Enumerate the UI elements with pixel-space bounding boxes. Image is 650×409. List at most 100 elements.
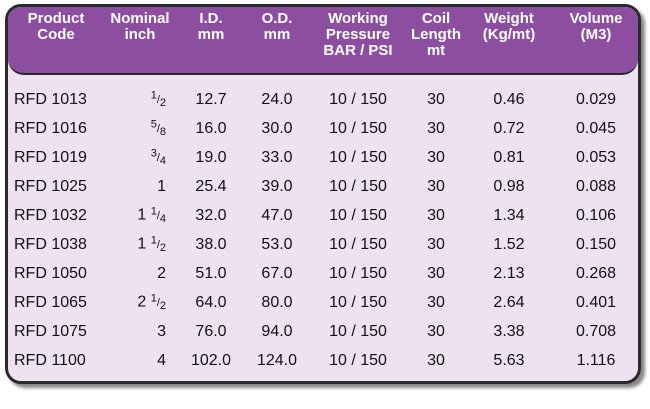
table-row: RFD 1025 1 25.4 39.0 10 / 150 30 0.98 0.088: [8, 172, 638, 201]
fraction-numerator: 1: [150, 205, 157, 218]
table-cell: 30: [427, 264, 445, 282]
table-cell: RFD 1025: [14, 177, 87, 195]
table-row: RFD 1013 1/2 12.7 24.0 10 / 150 30 0.46 0.029: [8, 77, 638, 114]
header-row: Product Code Nominal inch I.D. mm O.D. mm Workin…: [8, 7, 638, 77]
table-cell: RFD 1019: [14, 148, 87, 166]
table-cell: 0.708: [575, 322, 617, 340]
table-cell: 30: [427, 235, 445, 253]
table-cell: 102.0: [190, 351, 232, 369]
table-cell: 10 / 150: [329, 293, 387, 311]
table-cell: 0.46: [493, 90, 525, 108]
header-line: I.D.: [199, 10, 223, 27]
table-cell: 39.0: [261, 177, 293, 195]
fraction-numerator: 1: [150, 234, 157, 247]
header-line: Code: [37, 26, 75, 43]
table-cell: 53.0: [261, 235, 293, 253]
table-cell: 124.0: [256, 351, 298, 369]
table-cell: 94.0: [261, 322, 293, 340]
table-cell: 1 1/2: [137, 234, 166, 255]
table-cell: 2.13: [493, 264, 525, 282]
table-cell: 30: [427, 148, 445, 166]
table-cell: 30: [427, 293, 445, 311]
table-cell: 30.0: [261, 119, 293, 137]
table-row: RFD 1075 3 76.0 94.0 10 / 150 30 3.38 0.708: [8, 317, 638, 346]
table-cell: 2 1/2: [137, 292, 166, 313]
table-cell: 24.0: [261, 90, 293, 108]
spec-table: Product Code Nominal inch I.D. mm O.D. mm Workin…: [8, 7, 638, 375]
column-header: Working Pressure BAR / PSI: [308, 7, 408, 77]
table-cell: 19.0: [195, 148, 227, 166]
fraction: 1/2: [150, 292, 166, 313]
table-cell: 10 / 150: [329, 206, 387, 224]
table-cell: 64.0: [195, 293, 227, 311]
table-cell: 0.98: [493, 177, 525, 195]
header-line: Nominal: [110, 10, 170, 27]
table-cell: 10 / 150: [329, 148, 387, 166]
table-row: RFD 1050 2 51.0 67.0 10 / 150 30 2.13 0.268: [8, 259, 638, 288]
table-cell: 3.38: [493, 322, 525, 340]
table-cell: 5.63: [493, 351, 525, 369]
header-line: O.D.: [261, 10, 293, 27]
table-row: RFD 1065 2 1/2 64.0 80.0 10 / 150 30 2.64 0.401: [8, 288, 638, 317]
table-cell: 1: [157, 177, 166, 195]
header-band: [8, 7, 638, 75]
table-cell: 1.52: [493, 235, 525, 253]
table-cell: 38.0: [195, 235, 227, 253]
table-cell: 10 / 150: [329, 177, 387, 195]
fraction: 3/4: [150, 147, 166, 168]
table-cell: 10 / 150: [329, 264, 387, 282]
table-cell: 51.0: [195, 264, 227, 282]
table-cell: RFD 1016: [14, 119, 87, 137]
header-line: (Kg/mt): [482, 26, 536, 43]
fraction-denominator: 4: [159, 213, 166, 226]
header-line: mm: [263, 26, 291, 43]
table-cell: 1.34: [493, 206, 525, 224]
table-cell: 0.150: [575, 235, 617, 253]
header-line: Working: [328, 10, 388, 27]
fraction-denominator: 4: [159, 155, 166, 168]
table-cell: 0.029: [575, 90, 617, 108]
table-cell: 3/4: [104, 143, 176, 172]
table-cell: 0.106: [575, 206, 617, 224]
table-cell: RFD 1013: [14, 90, 87, 108]
table-cell: 0.053: [575, 148, 617, 166]
table-cell: 76.0: [195, 322, 227, 340]
header-line: Volume: [569, 10, 623, 27]
table-cell: 1 1/4: [137, 205, 166, 226]
table-cell: 0.088: [575, 177, 617, 195]
fraction-numerator: 1: [150, 89, 157, 102]
header-line: Length: [411, 26, 461, 43]
table-cell: 1.116: [576, 351, 616, 369]
column-header: Volume (M3): [554, 7, 638, 77]
table-cell: 30: [427, 351, 445, 369]
column-header: Weight (Kg/mt): [464, 7, 554, 77]
table-cell: 32.0: [195, 206, 227, 224]
table-row: RFD 1100 4 102.0 124.0 10 / 150 30 5.63 1.116: [8, 346, 638, 375]
table-cell: 2: [157, 264, 166, 282]
table-cell: 0.72: [493, 119, 525, 137]
fraction-denominator: 2: [159, 300, 166, 313]
table-cell: 10 / 150: [329, 351, 387, 369]
table-cell: 0.268: [575, 264, 617, 282]
table-cell: 16.0: [195, 119, 227, 137]
column-header: Nominal inch: [104, 7, 176, 77]
table-cell: 10 / 150: [329, 90, 387, 108]
fraction-denominator: 8: [159, 126, 166, 139]
table-cell: 4: [157, 351, 166, 369]
table-row: RFD 1016 5/8 16.0 30.0 10 / 150 30 0.72 0.045: [8, 114, 638, 143]
table-row: RFD 1038 1 1/2 38.0 53.0 10 / 150 30 1.52 0.150: [8, 230, 638, 259]
header-line: Product: [27, 10, 85, 27]
column-header: O.D. mm: [246, 7, 308, 77]
table-cell: 30: [427, 322, 445, 340]
table-cell: 3: [157, 322, 166, 340]
table-cell: RFD 1032: [14, 206, 87, 224]
column-header: I.D. mm: [176, 7, 246, 77]
table-cell: RFD 1050: [14, 264, 87, 282]
table-cell: 0.81: [493, 148, 525, 166]
table-panel: Product Code Nominal inch I.D. mm O.D. mm Workin…: [5, 4, 641, 384]
table-cell: RFD 1065: [14, 293, 87, 311]
table-cell: RFD 1075: [14, 322, 87, 340]
header-line: (M3): [580, 26, 612, 43]
fraction: 5/8: [150, 118, 166, 139]
